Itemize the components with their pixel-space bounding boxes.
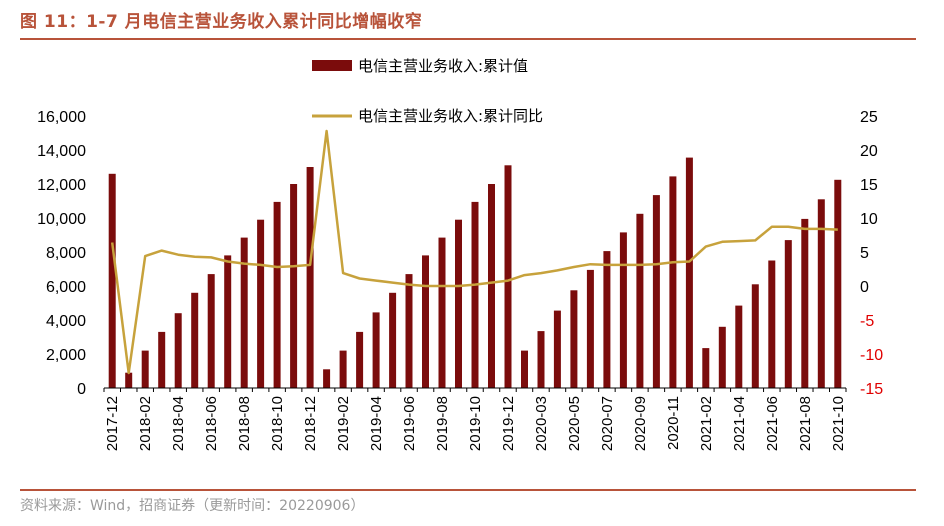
bar <box>372 312 380 388</box>
bar <box>174 313 182 388</box>
x-tick-label: 2018-04 <box>170 396 187 451</box>
bar <box>323 369 331 388</box>
x-tick-label: 2019-04 <box>368 396 385 451</box>
bar <box>339 350 347 388</box>
bar <box>207 274 215 388</box>
y-right-tick-label: 20 <box>860 143 878 160</box>
y-right-tick-label: 5 <box>860 245 869 262</box>
title-rule <box>20 38 916 40</box>
yoy-line <box>110 129 838 375</box>
chart-title: 图 11：1-7 月电信主营业务收入累计同比增幅收窄 <box>20 12 423 32</box>
y-right-tick-label: -15 <box>860 381 883 398</box>
y-right-tick-label: 0 <box>860 279 869 296</box>
bar <box>108 173 116 388</box>
bar <box>273 201 281 388</box>
bar <box>834 179 842 389</box>
bar <box>718 326 726 388</box>
bar <box>751 284 759 388</box>
y-right-tick-label: 10 <box>860 211 878 228</box>
x-tick-label: 2019-10 <box>467 396 484 451</box>
bar <box>768 260 776 388</box>
bar <box>603 251 611 388</box>
y-left-tick-label: 16,000 <box>37 109 86 126</box>
x-tick-label: 2021-10 <box>830 396 847 451</box>
bar <box>702 348 710 388</box>
y-right-tick-label: 15 <box>860 177 878 194</box>
bar <box>817 199 825 388</box>
y-left-tick-label: 14,000 <box>37 143 86 160</box>
y-left-tick-label: 2,000 <box>46 347 86 364</box>
x-tick-label: 2021-08 <box>797 396 814 451</box>
y-right-tick-label: -10 <box>860 347 883 364</box>
bar <box>191 292 199 388</box>
y-left-tick-label: 12,000 <box>37 177 86 194</box>
bar <box>306 167 314 388</box>
legend-label-line: 电信主营业务收入:累计同比 <box>358 107 543 125</box>
x-tick-label: 2020-05 <box>566 396 583 451</box>
y-left-tick-label: 8,000 <box>46 245 86 262</box>
legend-label-bar: 电信主营业务收入:累计值 <box>358 57 528 75</box>
x-tick-label: 2018-10 <box>269 396 286 451</box>
y-right-tick-label: 25 <box>860 109 878 126</box>
bar <box>455 219 462 388</box>
x-tick-label: 2017-12 <box>104 396 121 451</box>
x-tick-label: 2020-09 <box>632 396 649 451</box>
bar <box>389 292 397 388</box>
x-tick-label: 2021-06 <box>764 396 781 451</box>
bar <box>553 310 561 388</box>
bar <box>636 213 644 389</box>
bar <box>504 165 512 388</box>
bar <box>784 240 792 388</box>
y-left-tick-label: 4,000 <box>46 313 86 330</box>
bar <box>356 331 364 388</box>
legend-swatch-bar <box>312 60 352 71</box>
bar <box>405 274 413 388</box>
bar <box>521 350 528 388</box>
source-note: 资料来源：Wind，招商证券（更新时间：20220906） <box>20 498 365 514</box>
bar <box>488 184 495 388</box>
bar <box>586 269 594 388</box>
bar <box>224 255 232 388</box>
x-tick-label: 2018-02 <box>137 396 154 451</box>
bar <box>158 331 166 388</box>
bar <box>471 201 479 388</box>
x-tick-label: 2020-07 <box>599 396 616 451</box>
y-left-tick-label: 0 <box>77 381 86 398</box>
x-tick-label: 2019-06 <box>401 396 418 451</box>
bar <box>141 350 149 388</box>
bar <box>735 305 743 388</box>
x-tick-label: 2020-03 <box>533 396 550 451</box>
x-tick-label: 2019-12 <box>500 396 517 451</box>
x-tick-label: 2018-12 <box>302 396 319 451</box>
y-left-tick-label: 10,000 <box>37 211 86 228</box>
x-tick-label: 2018-08 <box>236 396 253 451</box>
x-tick-label: 2021-02 <box>698 396 715 451</box>
bar <box>438 237 446 388</box>
x-tick-label: 2019-02 <box>335 396 352 451</box>
bar <box>422 255 429 388</box>
bar <box>801 218 809 388</box>
bar <box>652 195 660 388</box>
y-left-tick-label: 6,000 <box>46 279 86 296</box>
bar <box>257 219 265 388</box>
x-tick-label: 2018-06 <box>203 396 220 451</box>
x-tick-label: 2020-11 <box>665 396 682 450</box>
y-right-tick-label: -5 <box>860 313 874 330</box>
bar <box>290 184 298 388</box>
bar <box>570 290 578 389</box>
bar <box>669 176 677 388</box>
bar <box>240 237 248 388</box>
bar <box>685 157 693 388</box>
source-rule <box>20 489 916 491</box>
bar <box>125 372 133 388</box>
x-tick-label: 2021-04 <box>731 396 748 451</box>
x-tick-label: 2019-08 <box>434 396 451 451</box>
bar <box>619 232 627 388</box>
bar <box>537 331 545 388</box>
